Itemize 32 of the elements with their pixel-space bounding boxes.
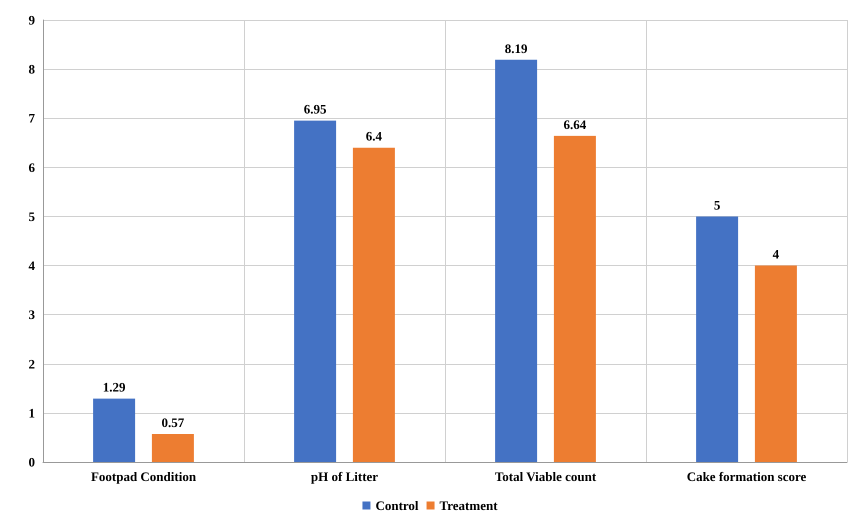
bar [754,266,797,462]
data-label: 6.95 [304,102,327,117]
bar [152,434,194,462]
data-label: 5 [714,197,721,212]
y-tick-label: 8 [28,62,36,77]
x-tick-label: pH of Litter [310,469,378,484]
y-tick-label: 6 [28,160,36,175]
y-tick-label: 0 [28,454,35,470]
y-tick-label: 4 [28,258,36,274]
data-label: 0.57 [162,415,185,430]
x-tick-label: Total Viable count [494,469,597,484]
y-tick-label: 2 [28,356,35,372]
x-tick-label: Cake formation score [686,469,807,484]
y-tick-label: 7 [28,110,36,126]
data-label: 8.19 [504,40,528,56]
y-tick-label: 5 [28,208,36,224]
bar [352,148,395,462]
data-label: 6.4 [366,128,383,144]
x-tick-label: Footpad Condition [90,469,197,484]
data-label: 4 [772,246,780,262]
data-label: 1.29 [102,380,126,395]
bar [294,120,336,462]
legend-label: Control [375,498,419,513]
bar [93,398,136,462]
y-tick-label: 9 [28,12,36,28]
y-tick-label: 3 [28,307,36,322]
data-label: 6.64 [564,116,587,132]
bar [495,60,538,462]
legend-label: Treatment [440,498,498,513]
bar [696,216,738,462]
y-tick-label: 1 [28,405,35,420]
bar [554,136,596,462]
